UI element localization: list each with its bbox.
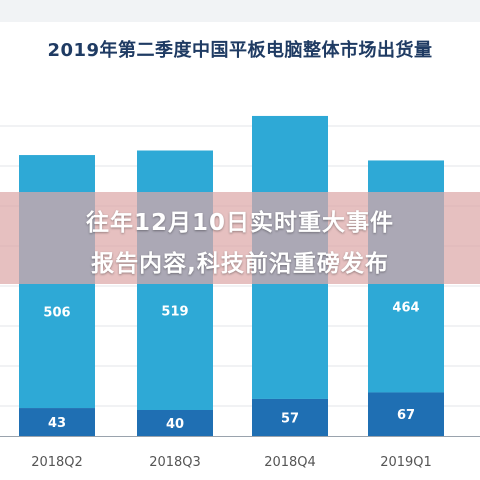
- bar-lower-segment: [252, 398, 328, 436]
- x-tick-label: 2019Q1: [380, 455, 432, 470]
- headline-banner: [0, 192, 480, 284]
- data-label-upper: 506: [43, 306, 70, 321]
- data-label-lower: 40: [166, 417, 184, 432]
- bar-lower-segment: [368, 392, 444, 436]
- data-label-upper: 464: [392, 300, 419, 315]
- bar-lower-segment: [19, 408, 95, 436]
- data-label-upper: 519: [161, 304, 188, 319]
- x-tick-label: 2018Q2: [31, 455, 83, 470]
- x-tick-label: 2018Q3: [149, 455, 201, 470]
- data-label-lower: 57: [281, 411, 299, 426]
- data-label-lower: 43: [48, 416, 66, 431]
- bar-lower-segment: [137, 410, 213, 436]
- headline-line-2: 报告内容,科技前沿重磅发布: [91, 251, 389, 277]
- data-label-lower: 67: [397, 408, 415, 423]
- headline-line-1: 往年12月10日实时重大事件: [85, 210, 394, 236]
- top-bar: [0, 0, 480, 22]
- chart-title: 2019年第二季度中国平板电脑整体市场出货量: [47, 40, 433, 61]
- x-tick-label: 2018Q4: [264, 455, 316, 470]
